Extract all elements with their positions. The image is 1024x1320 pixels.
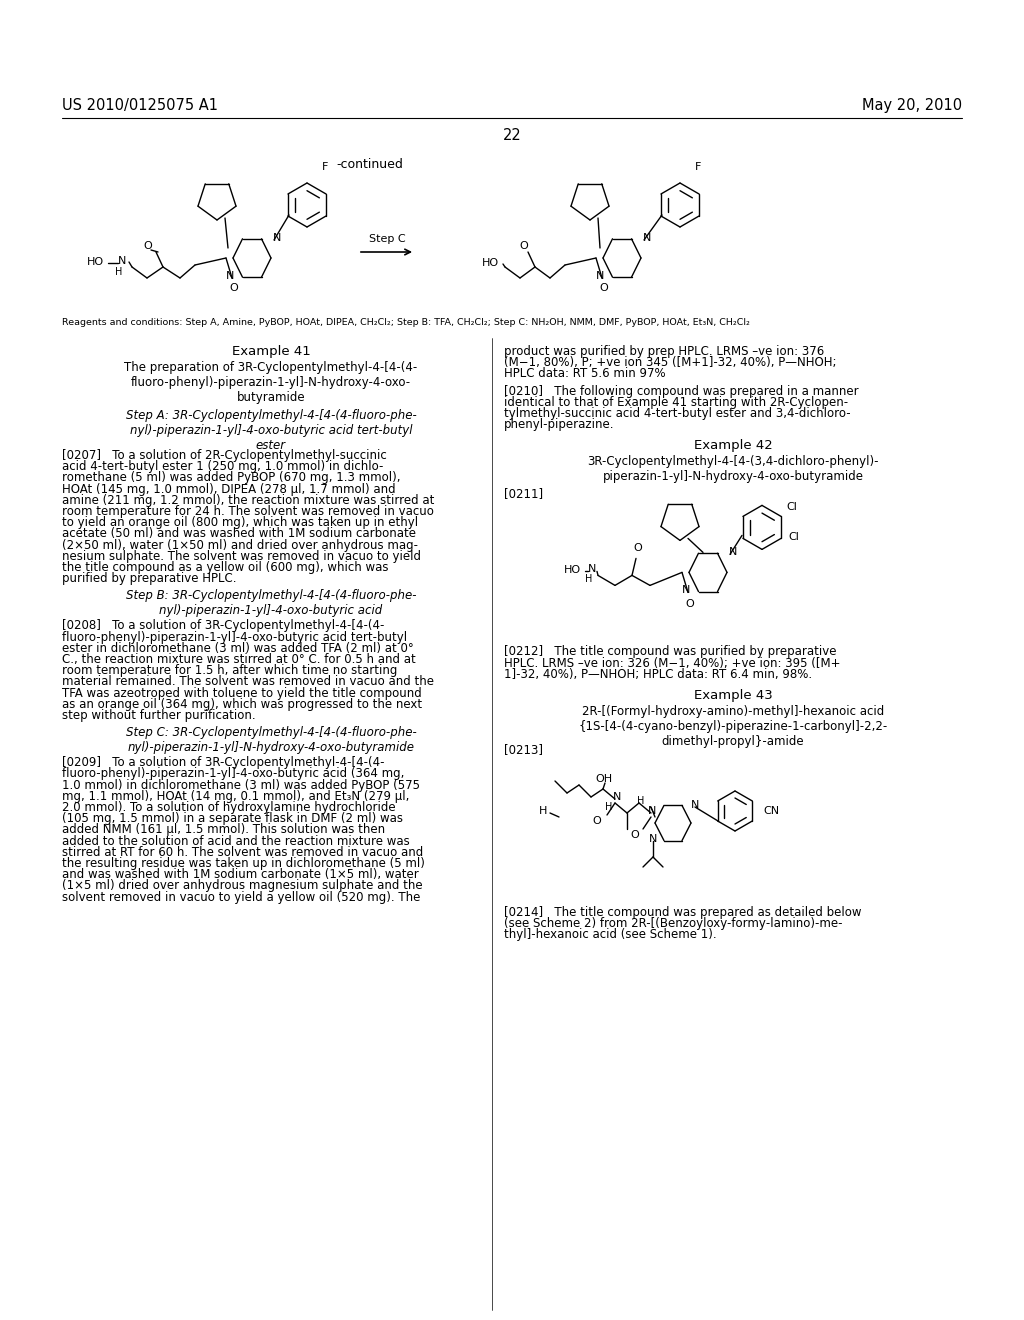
Text: TFA was azeotroped with toluene to yield the title compound: TFA was azeotroped with toluene to yield…	[62, 686, 422, 700]
Text: O: O	[143, 242, 153, 251]
Text: mg, 1.1 mmol), HOAt (14 mg, 0.1 mmol), and Et₃N (279 μl,: mg, 1.1 mmol), HOAt (14 mg, 0.1 mmol), a…	[62, 789, 410, 803]
Text: 2.0 mmol). To a solution of hydroxylamine hydrochloride: 2.0 mmol). To a solution of hydroxylamin…	[62, 801, 395, 814]
Text: HPLC data: RT 5.6 min 97%: HPLC data: RT 5.6 min 97%	[504, 367, 666, 380]
Text: [0212]   The title compound was purified by preparative: [0212] The title compound was purified b…	[504, 645, 837, 659]
Text: O: O	[519, 242, 528, 251]
Text: HO: HO	[563, 565, 581, 576]
Text: fluoro-phenyl)-piperazin-1-yl]-4-oxo-butyric acid tert-butyl: fluoro-phenyl)-piperazin-1-yl]-4-oxo-but…	[62, 631, 408, 644]
Text: N: N	[649, 834, 657, 843]
Text: N: N	[612, 792, 622, 803]
Text: phenyl-piperazine.: phenyl-piperazine.	[504, 418, 614, 432]
Text: ester in dichloromethane (3 ml) was added TFA (2 ml) at 0°: ester in dichloromethane (3 ml) was adde…	[62, 642, 414, 655]
Text: [0213]: [0213]	[504, 743, 543, 756]
Text: Example 43: Example 43	[693, 689, 772, 702]
Text: fluoro-phenyl)-piperazin-1-yl]-4-oxo-butyric acid (364 mg,: fluoro-phenyl)-piperazin-1-yl]-4-oxo-but…	[62, 767, 404, 780]
Text: H: H	[539, 807, 547, 816]
Text: tylmethyl-succinic acid 4-tert-butyl ester and 3,4-dichloro-: tylmethyl-succinic acid 4-tert-butyl est…	[504, 407, 851, 420]
Text: OH: OH	[595, 774, 612, 784]
Text: N: N	[691, 800, 699, 810]
Text: [0211]: [0211]	[504, 487, 543, 500]
Text: HO: HO	[481, 257, 499, 268]
Text: HPLC. LRMS –ve ion: 326 (M−1, 40%); +ve ion: 395 ([M+: HPLC. LRMS –ve ion: 326 (M−1, 40%); +ve …	[504, 656, 841, 669]
Text: O: O	[229, 282, 239, 293]
Text: 1]-32, 40%), P—NHOH; HPLC data: RT 6.4 min, 98%.: 1]-32, 40%), P—NHOH; HPLC data: RT 6.4 m…	[504, 668, 812, 681]
Text: -continued: -continued	[337, 158, 403, 172]
Text: O: O	[686, 599, 694, 610]
Text: [0208]   To a solution of 3R-Cyclopentylmethyl-4-[4-(4-: [0208] To a solution of 3R-Cyclopentylme…	[62, 619, 384, 632]
Text: [0214]   The title compound was prepared as detailed below: [0214] The title compound was prepared a…	[504, 906, 861, 919]
Text: purified by preparative HPLC.: purified by preparative HPLC.	[62, 572, 237, 585]
Text: CN: CN	[763, 807, 779, 816]
Text: step without further purification.: step without further purification.	[62, 709, 256, 722]
Text: N: N	[643, 234, 651, 243]
Text: [0210]   The following compound was prepared in a manner: [0210] The following compound was prepar…	[504, 384, 859, 397]
Text: H: H	[605, 803, 612, 812]
Text: and was washed with 1M sodium carbonate (1×5 ml), water: and was washed with 1M sodium carbonate …	[62, 869, 419, 882]
Text: 1.0 mmol) in dichloromethane (3 ml) was added PyBOP (575: 1.0 mmol) in dichloromethane (3 ml) was …	[62, 779, 420, 792]
Text: Step A: 3R-Cyclopentylmethyl-4-[4-(4-fluoro-phe-
nyl)-piperazin-1-yl]-4-oxo-buty: Step A: 3R-Cyclopentylmethyl-4-[4-(4-flu…	[126, 409, 417, 451]
Text: Step C: Step C	[369, 234, 406, 244]
Text: O: O	[593, 816, 601, 826]
Text: H: H	[637, 796, 645, 807]
Text: Step C: 3R-Cyclopentylmethyl-4-[4-(4-fluoro-phe-
nyl)-piperazin-1-yl]-N-hydroxy-: Step C: 3R-Cyclopentylmethyl-4-[4-(4-flu…	[126, 726, 417, 754]
Text: HO: HO	[86, 257, 103, 267]
Text: Reagents and conditions: Step A, Amine, PyBOP, HOAt, DIPEA, CH₂Cl₂; Step B: TFA,: Reagents and conditions: Step A, Amine, …	[62, 318, 750, 327]
Text: acid 4-tert-butyl ester 1 (250 mg, 1.0 mmol) in dichlo-: acid 4-tert-butyl ester 1 (250 mg, 1.0 m…	[62, 461, 383, 473]
Text: as an orange oil (364 mg), which was progressed to the next: as an orange oil (364 mg), which was pro…	[62, 698, 422, 710]
Text: identical to that of Example 41 starting with 2R-Cyclopen-: identical to that of Example 41 starting…	[504, 396, 848, 409]
Text: Cl: Cl	[786, 503, 797, 512]
Text: the resulting residue was taken up in dichloromethane (5 ml): the resulting residue was taken up in di…	[62, 857, 425, 870]
Text: thyl]-hexanoic acid (see Scheme 1).: thyl]-hexanoic acid (see Scheme 1).	[504, 928, 717, 941]
Text: Example 41: Example 41	[231, 345, 310, 358]
Text: solvent removed in vacuo to yield a yellow oil (520 mg). The: solvent removed in vacuo to yield a yell…	[62, 891, 421, 904]
Text: H: H	[586, 574, 593, 585]
Text: [0207]   To a solution of 2R-Cyclopentylmethyl-succinic: [0207] To a solution of 2R-Cyclopentylme…	[62, 449, 387, 462]
Text: F: F	[695, 162, 701, 172]
Text: N: N	[648, 807, 656, 816]
Text: amine (211 mg, 1.2 mmol), the reaction mixture was stirred at: amine (211 mg, 1.2 mmol), the reaction m…	[62, 494, 434, 507]
Text: Step B: 3R-Cyclopentylmethyl-4-[4-(4-fluoro-phe-
nyl)-piperazin-1-yl]-4-oxo-buty: Step B: 3R-Cyclopentylmethyl-4-[4-(4-flu…	[126, 590, 416, 618]
Text: (1×5 ml) dried over anhydrous magnesium sulphate and the: (1×5 ml) dried over anhydrous magnesium …	[62, 879, 423, 892]
Text: N: N	[588, 565, 596, 574]
Text: C., the reaction mixture was stirred at 0° C. for 0.5 h and at: C., the reaction mixture was stirred at …	[62, 653, 416, 667]
Text: material remained. The solvent was removed in vacuo and the: material remained. The solvent was remov…	[62, 676, 434, 689]
Text: [0209]   To a solution of 3R-Cyclopentylmethyl-4-[4-(4-: [0209] To a solution of 3R-Cyclopentylme…	[62, 756, 384, 770]
Text: The preparation of 3R-Cyclopentylmethyl-4-[4-(4-
fluoro-phenyl)-piperazin-1-yl]-: The preparation of 3R-Cyclopentylmethyl-…	[124, 360, 418, 404]
Text: F: F	[322, 162, 328, 172]
Text: N: N	[272, 234, 282, 243]
Text: US 2010/0125075 A1: US 2010/0125075 A1	[62, 98, 218, 114]
Text: (see Scheme 2) from 2R-[(Benzoyloxy-formy­lamino)-me-: (see Scheme 2) from 2R-[(Benzoyloxy-form…	[504, 917, 843, 931]
Text: O: O	[634, 544, 642, 553]
Text: the title compound as a yellow oil (600 mg), which was: the title compound as a yellow oil (600 …	[62, 561, 388, 574]
Text: to yield an orange oil (800 mg), which was taken up in ethyl: to yield an orange oil (800 mg), which w…	[62, 516, 418, 529]
Text: added to the solution of acid and the reaction mixture was: added to the solution of acid and the re…	[62, 834, 410, 847]
Text: O: O	[631, 830, 639, 840]
Text: Cl: Cl	[788, 532, 799, 543]
Text: (2×50 ml), water (1×50 ml) and dried over anhydrous mag-: (2×50 ml), water (1×50 ml) and dried ove…	[62, 539, 418, 552]
Text: N: N	[729, 548, 737, 557]
Text: (M−1, 80%), P; +ve ion 345 ([M+1]-32, 40%), P—NHOH;: (M−1, 80%), P; +ve ion 345 ([M+1]-32, 40…	[504, 356, 837, 370]
Text: Example 42: Example 42	[693, 440, 772, 453]
Text: N: N	[226, 271, 234, 281]
Text: N: N	[596, 271, 604, 281]
Text: (105 mg, 1.5 mmol) in a separate flask in DMF (2 ml) was: (105 mg, 1.5 mmol) in a separate flask i…	[62, 812, 403, 825]
Text: acetate (50 ml) and was washed with 1M sodium carbonate: acetate (50 ml) and was washed with 1M s…	[62, 528, 416, 540]
Text: H: H	[116, 267, 123, 277]
Text: O: O	[600, 282, 608, 293]
Text: 2R-[(Formyl-hydroxy-amino)-methyl]-hexanoic acid
{1S-[4-(4-cyano-benzyl)-piperaz: 2R-[(Formyl-hydroxy-amino)-methyl]-hexan…	[579, 705, 888, 748]
Text: romethane (5 ml) was added PyBOP (670 mg, 1.3 mmol),: romethane (5 ml) was added PyBOP (670 mg…	[62, 471, 400, 484]
Text: N: N	[118, 256, 126, 267]
Text: added NMM (161 μl, 1.5 mmol). This solution was then: added NMM (161 μl, 1.5 mmol). This solut…	[62, 824, 385, 837]
Text: 3R-Cyclopentylmethyl-4-[4-(3,4-dichloro-phenyl)-
piperazin-1-yl]-N-hydroxy-4-oxo: 3R-Cyclopentylmethyl-4-[4-(3,4-dichloro-…	[587, 455, 879, 483]
Text: stirred at RT for 60 h. The solvent was removed in vacuo and: stirred at RT for 60 h. The solvent was …	[62, 846, 423, 859]
Text: N: N	[682, 585, 690, 595]
Text: May 20, 2010: May 20, 2010	[862, 98, 962, 114]
Text: 22: 22	[503, 128, 521, 143]
Text: room temperature for 1.5 h, after which time no starting: room temperature for 1.5 h, after which …	[62, 664, 397, 677]
Text: room temperature for 24 h. The solvent was removed in vacuo: room temperature for 24 h. The solvent w…	[62, 506, 434, 517]
Text: product was purified by prep HPLC. LRMS –ve ion: 376: product was purified by prep HPLC. LRMS …	[504, 345, 824, 358]
Text: HOAt (145 mg, 1.0 mmol), DIPEA (278 μl, 1.7 mmol) and: HOAt (145 mg, 1.0 mmol), DIPEA (278 μl, …	[62, 483, 395, 495]
Text: nesium sulphate. The solvent was removed in vacuo to yield: nesium sulphate. The solvent was removed…	[62, 550, 421, 562]
